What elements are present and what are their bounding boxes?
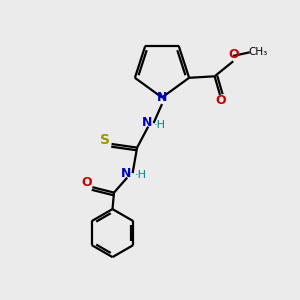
Text: N: N xyxy=(142,116,152,130)
Text: O: O xyxy=(81,176,92,189)
Text: S: S xyxy=(100,134,110,147)
Text: N: N xyxy=(121,167,131,180)
Text: CH₃: CH₃ xyxy=(248,47,268,57)
Text: O: O xyxy=(215,94,226,107)
Text: ·H: ·H xyxy=(154,120,166,130)
Text: N: N xyxy=(157,91,167,104)
Text: ·H: ·H xyxy=(134,170,146,181)
Text: O: O xyxy=(228,48,238,61)
